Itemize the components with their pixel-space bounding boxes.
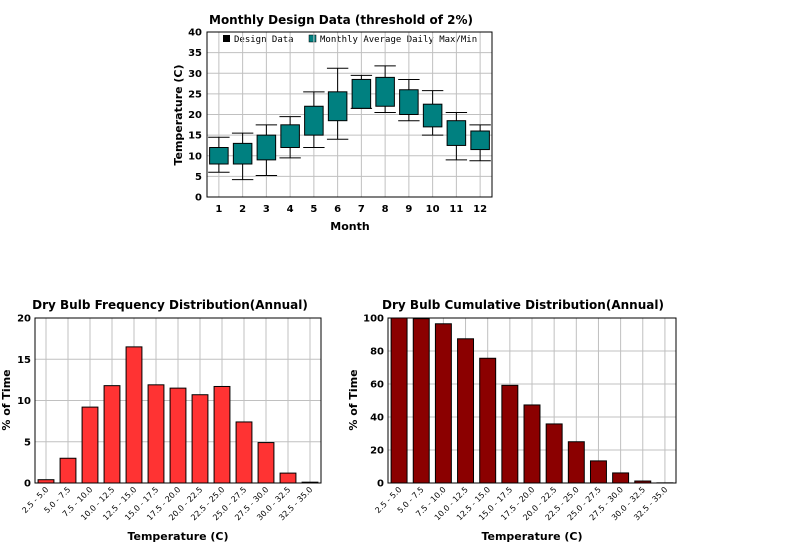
- chart3-bar: [545, 423, 563, 484]
- chart2-bar: [235, 421, 253, 484]
- chart1-xtick-label: 4: [287, 204, 294, 215]
- chart1-ytick-label: 0: [195, 193, 202, 204]
- chart1-ytick-label: 35: [188, 48, 202, 59]
- chart1-ytick-label: 30: [188, 69, 202, 80]
- chart1-ylabel: Temperature (C): [172, 64, 185, 165]
- chart3-ytick-label: 100: [363, 314, 384, 325]
- chart2-bar: [59, 457, 77, 484]
- chart2-bar: [103, 385, 121, 484]
- chart1-ytick-label: 15: [188, 131, 202, 142]
- chart1-xlabel: Month: [330, 220, 369, 233]
- legend-label-design-data: Design Data: [234, 35, 294, 45]
- chart3-bar: [479, 357, 497, 484]
- chart1-xtick-label: 7: [358, 204, 365, 215]
- chart3-ytick-label: 80: [370, 347, 384, 358]
- legend-swatch-monthly-average: [308, 34, 317, 43]
- chart2-ytick-label: 10: [17, 396, 31, 407]
- chart1-ytick-label: 5: [195, 172, 202, 183]
- chart1-xtick-label: 8: [382, 204, 389, 215]
- chart3-bar: [412, 318, 430, 484]
- chart1-xtick-label: 9: [405, 204, 412, 215]
- box-bar: [280, 124, 300, 148]
- chart1-legend: Design Data Monthly Average Daily Max/Mi…: [223, 34, 477, 45]
- chart3-bar: [612, 472, 630, 484]
- chart2-plot-frame: [34, 317, 322, 484]
- chart3-xlabel: Temperature (C): [481, 530, 582, 543]
- chart2-bar: [257, 442, 275, 484]
- chart2-bar: [169, 387, 187, 484]
- chart1-xtick-label: 3: [263, 204, 270, 215]
- chart2-ytick-label: 20: [17, 314, 31, 325]
- chart1-ytick-label: 10: [188, 151, 202, 162]
- chart2-bar: [147, 384, 165, 484]
- chart2-ytick-label: 15: [17, 355, 31, 366]
- chart1-xtick-label: 1: [215, 204, 222, 215]
- chart2-ytick-label: 5: [24, 437, 31, 448]
- box-bar: [209, 147, 229, 165]
- chart2-title: Dry Bulb Frequency Distribution(Annual): [32, 298, 308, 312]
- chart1-xtick-label: 10: [426, 204, 440, 215]
- chart3-bar: [567, 441, 585, 484]
- box-bar: [422, 103, 443, 128]
- chart1-title: Monthly Design Data (threshold of 2%): [209, 13, 473, 27]
- chart3-bar: [501, 384, 519, 484]
- box-bar: [470, 130, 490, 151]
- chart3-plot-frame: [387, 317, 677, 484]
- legend-label-monthly-average: Monthly Average Daily Max/Min: [320, 35, 477, 45]
- chart2-ytick-label: 0: [24, 479, 31, 490]
- chart3-ytick-label: 40: [370, 413, 384, 424]
- chart3-title: Dry Bulb Cumulative Distribution(Annual): [382, 298, 664, 312]
- box-bar: [256, 134, 277, 161]
- legend-swatch-design-data: [223, 35, 230, 42]
- chart2-bar: [191, 394, 209, 484]
- chart3-bar: [523, 404, 541, 484]
- chart1-ytick-label: 20: [188, 110, 202, 121]
- chart3-bar: [457, 338, 475, 484]
- chart1-xtick-label: 12: [473, 204, 487, 215]
- box-bar: [327, 91, 348, 122]
- chart1-xtick-label: 6: [334, 204, 341, 215]
- monthly-design-chart: Monthly Design Data (threshold of 2%) Mo…: [172, 13, 493, 233]
- chart3-ytick-label: 20: [370, 446, 384, 457]
- chart3-bar: [390, 317, 408, 484]
- chart2-bar: [81, 406, 99, 484]
- chart2-xlabel: Temperature (C): [127, 530, 228, 543]
- chart2-bar: [213, 385, 231, 484]
- chart1-plot-frame: [206, 31, 493, 198]
- chart1-xtick-label: 5: [310, 204, 317, 215]
- box-bar: [375, 76, 395, 107]
- box-bar: [232, 142, 253, 165]
- frequency-distribution-chart: Dry Bulb Frequency Distribution(Annual) …: [0, 298, 322, 543]
- chart1-ytick-label: 25: [188, 89, 202, 100]
- chart2-bar: [279, 472, 297, 484]
- chart2-ylabel: % of Time: [0, 369, 13, 430]
- chart3-bar: [589, 460, 607, 484]
- box-bar: [446, 120, 467, 146]
- chart3-ytick-label: 60: [370, 380, 384, 391]
- box-bar: [351, 78, 372, 109]
- cumulative-distribution-chart: Dry Bulb Cumulative Distribution(Annual)…: [347, 298, 677, 543]
- chart3-bar: [434, 323, 452, 484]
- chart1-xtick-label: 2: [239, 204, 246, 215]
- chart3-ylabel: % of Time: [347, 369, 360, 430]
- chart2-bar: [125, 346, 143, 484]
- chart1-xtick-label: 11: [449, 204, 463, 215]
- box-bar: [399, 89, 419, 115]
- box-bar: [304, 105, 324, 136]
- chart1-ytick-label: 40: [188, 28, 202, 39]
- chart3-ytick-label: 0: [377, 479, 384, 490]
